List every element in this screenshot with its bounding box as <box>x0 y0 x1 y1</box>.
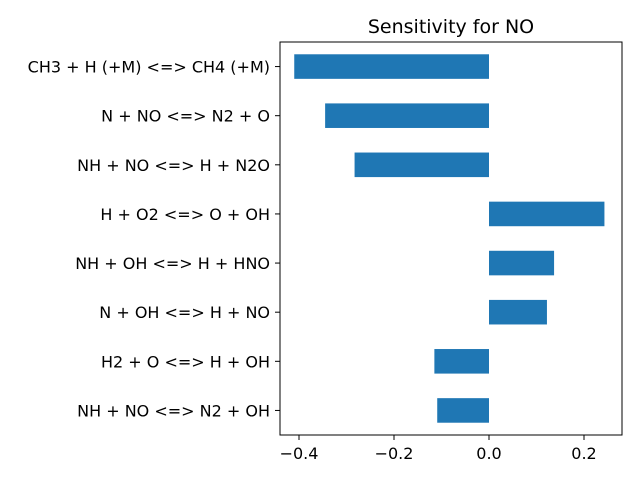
bars-layer <box>294 54 605 423</box>
bar-2 <box>354 152 489 178</box>
x-tick-label-0: −0.4 <box>280 444 319 463</box>
chart-title: Sensitivity for NO <box>368 16 534 38</box>
y-tick-label-4: NH + OH <=> H + HNO <box>75 254 270 273</box>
x-tick-label-3: 0.2 <box>571 444 596 463</box>
y-tick-label-5: N + OH <=> H + NO <box>99 303 270 322</box>
y-tick-label-2: NH + NO <=> H + N2O <box>77 156 270 175</box>
bar-5 <box>489 299 547 325</box>
y-tick-label-7: NH + NO <=> N2 + OH <box>77 401 270 420</box>
x-tick-label-2: 0.0 <box>476 444 501 463</box>
bar-7 <box>437 398 489 423</box>
y-tick-label-1: N + NO <=> N2 + O <box>101 107 270 126</box>
bar-1 <box>325 103 489 128</box>
bar-4 <box>489 250 555 276</box>
y-tick-label-0: CH3 + H (+M) <=> CH4 (+M) <box>28 58 270 77</box>
x-tick-label-1: −0.2 <box>375 444 414 463</box>
bar-0 <box>294 54 489 79</box>
bar-6 <box>434 349 489 374</box>
bar-3 <box>489 201 605 227</box>
axes-layer: CH3 + H (+M) <=> CH4 (+M) N + NO <=> N2 +… <box>28 41 623 463</box>
plot-frame <box>279 41 623 436</box>
y-tick-label-3: H + O2 <=> O + OH <box>100 205 270 224</box>
y-tick-label-6: H2 + O <=> H + OH <box>101 352 270 371</box>
